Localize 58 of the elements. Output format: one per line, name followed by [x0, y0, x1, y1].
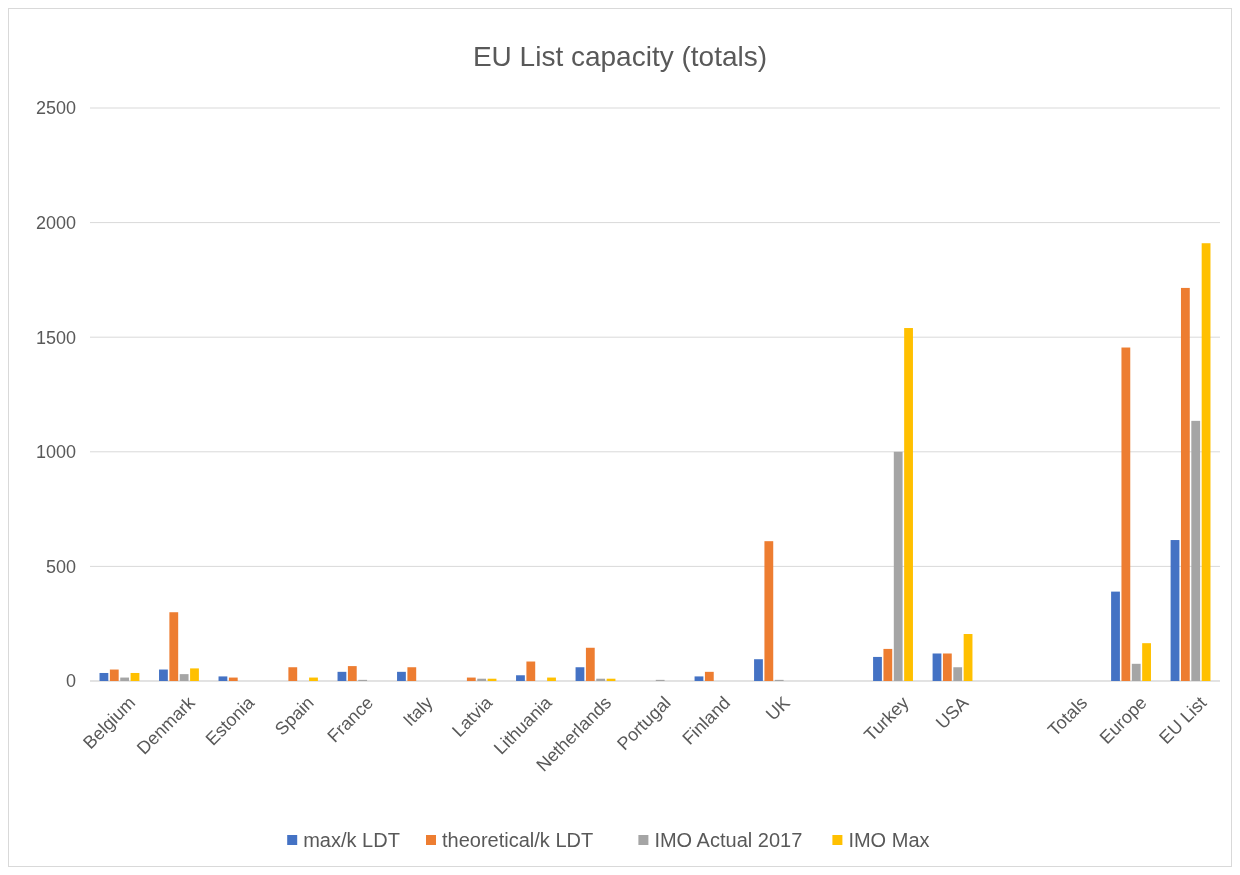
- bar: [477, 678, 487, 681]
- bar: [1191, 420, 1201, 681]
- bar: [347, 666, 357, 681]
- bar: [466, 677, 476, 681]
- bar: [694, 676, 704, 681]
- bar: [397, 671, 406, 681]
- bar: [159, 669, 168, 681]
- bar: [190, 668, 199, 681]
- bar: [1170, 540, 1180, 681]
- bar: [516, 675, 525, 681]
- legend-label: IMO Actual 2017: [654, 829, 803, 851]
- bar: [547, 677, 556, 681]
- bar: [218, 676, 228, 681]
- bar: [893, 451, 903, 681]
- bar: [883, 648, 893, 681]
- legend-label: theoretical/k LDT: [442, 829, 594, 851]
- x-tick-label: EU List: [1155, 692, 1211, 748]
- bar: [1142, 643, 1151, 681]
- bar: [1131, 663, 1141, 681]
- y-tick-label: 1500: [35, 327, 76, 348]
- bar: [99, 672, 109, 681]
- y-tick-label: 0: [65, 671, 76, 692]
- bar: [407, 667, 417, 681]
- bar: [585, 647, 595, 681]
- x-tick-label: USA: [931, 692, 973, 733]
- bar: [596, 678, 606, 681]
- bar: [942, 653, 952, 681]
- legend-label: max/k LDT: [303, 829, 400, 851]
- bar: [764, 541, 774, 681]
- bar: [1121, 347, 1131, 681]
- bar: [704, 671, 714, 681]
- bar: [120, 677, 130, 681]
- y-tick-label: 2500: [35, 98, 76, 119]
- bar: [953, 667, 963, 681]
- x-tick-label: Italy: [399, 692, 437, 731]
- bar: [873, 656, 882, 681]
- bar: [904, 328, 913, 681]
- bar: [309, 677, 318, 681]
- bar: [169, 612, 179, 681]
- bar: [228, 677, 238, 681]
- bar: [109, 669, 119, 681]
- chart-title: EU List capacity (totals): [472, 41, 768, 72]
- bar: [932, 653, 942, 681]
- y-tick-label: 2000: [35, 212, 76, 233]
- y-tick-label: 500: [45, 556, 76, 577]
- bar: [526, 661, 536, 681]
- bar: [288, 667, 298, 681]
- bar: [575, 667, 585, 681]
- bar: [963, 634, 973, 681]
- x-tick-label: UK: [761, 692, 794, 725]
- bar: [754, 659, 763, 681]
- bar: [1180, 287, 1190, 681]
- y-tick-label: 1000: [35, 442, 76, 463]
- bar: [179, 674, 189, 681]
- bar: [130, 672, 140, 681]
- bar: [1201, 243, 1211, 681]
- bar: [1111, 591, 1120, 681]
- legend-label: IMO Max: [848, 829, 930, 851]
